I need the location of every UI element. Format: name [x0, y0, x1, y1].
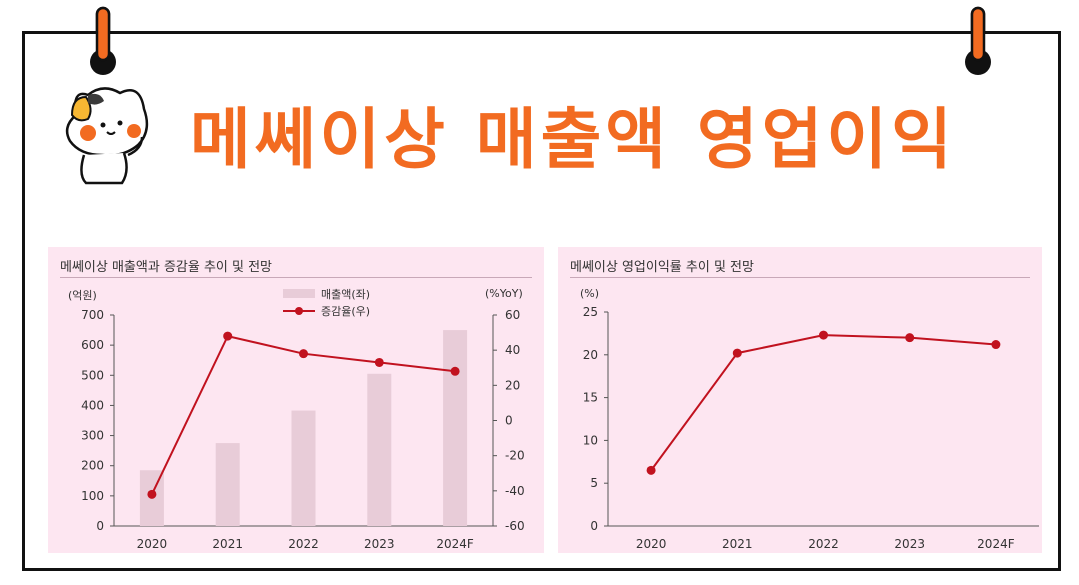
left-tick-label: 500 [81, 368, 104, 382]
margin-point [646, 465, 656, 475]
margin-left-unit: (%) [580, 287, 600, 300]
legend-item-revenue: 매출액(좌) [283, 285, 370, 302]
margin-chart-title: 메쎄이상 영업이익률 추이 및 전망 [570, 260, 754, 275]
revenue-right-unit: (%YoY) [485, 287, 523, 300]
margin-chart-divider [570, 277, 1030, 278]
margin-tick-label: 0 [590, 519, 598, 533]
legend-swatch-line [283, 306, 315, 316]
left-tick-label: 700 [81, 308, 104, 322]
right-tick-label: 20 [505, 378, 520, 392]
margin-point [905, 333, 915, 343]
margin-tick-label: 15 [583, 391, 598, 405]
right-tick-label: -40 [505, 484, 525, 498]
page-title: 메쎄이상 매출액 영업이익 [190, 101, 956, 178]
revenue-chart-divider [60, 277, 532, 278]
growth-point [147, 489, 157, 499]
legend-label-revenue: 매출액(좌) [321, 287, 371, 301]
margin-tick-label: 10 [583, 433, 598, 447]
revenue-chart-svg: 0 100 200 300 400 500 600 700 -60 -40 -20 0 20 40 60 20… [81, 308, 525, 551]
margin-chart-panel: 메쎄이상 영업이익률 추이 및 전망 (%) 0 5 10 15 20 25 2020 202… [558, 247, 1042, 553]
margin-x-tick-label: 2023 [894, 537, 925, 551]
margin-point [732, 348, 742, 358]
left-tick-label: 200 [81, 459, 104, 473]
right-tick-label: 0 [505, 414, 513, 428]
cat-mascot-icon [65, 87, 149, 185]
revenue-bar [443, 330, 468, 526]
margin-chart-svg: 0 5 10 15 20 25 2020 2021 2022 2023 2024F [583, 305, 1039, 551]
x-tick-label: 2024F [436, 537, 474, 551]
revenue-bar [215, 443, 240, 526]
margin-point [991, 340, 1001, 350]
left-tick-label: 0 [96, 519, 104, 533]
left-tick-label: 300 [81, 429, 104, 443]
left-tick-label: 100 [81, 489, 104, 503]
legend-swatch-bar [283, 289, 315, 298]
pushpin-icon-right-front [965, 6, 991, 75]
right-tick-label: -60 [505, 519, 525, 533]
right-tick-label: 60 [505, 308, 520, 322]
right-tick-label: 40 [505, 343, 520, 357]
margin-point [819, 330, 828, 340]
revenue-bar [291, 410, 316, 526]
growth-point [374, 357, 384, 367]
growth-point [223, 331, 233, 341]
legend-label-growth: 증감율(우) [321, 304, 371, 318]
pushpin-icon-left-front [90, 6, 116, 75]
revenue-chart-panel: 메쎄이상 매출액과 증감율 추이 및 전망 (억원) (%YoY) 매출액(좌)… [48, 247, 544, 553]
x-tick-label: 2020 [137, 537, 168, 551]
legend-item-growth: 증감율(우) [283, 302, 370, 319]
right-tick-label: -20 [505, 449, 525, 463]
left-tick-label: 400 [81, 398, 104, 412]
margin-line [650, 334, 996, 471]
x-tick-label: 2023 [364, 537, 395, 551]
growth-point [299, 349, 308, 359]
revenue-chart-title: 메쎄이상 매출액과 증감율 추이 및 전망 [60, 260, 273, 275]
x-tick-label: 2022 [288, 537, 319, 551]
revenue-legend: 매출액(좌) 증감율(우) [283, 285, 370, 319]
margin-tick-label: 25 [583, 305, 598, 319]
margin-x-tick-label: 2022 [808, 537, 839, 551]
growth-point [450, 366, 460, 376]
margin-x-tick-label: 2024F [977, 537, 1015, 551]
revenue-bar [367, 373, 392, 526]
left-tick-label: 600 [81, 338, 104, 352]
revenue-left-unit: (억원) [68, 289, 97, 302]
margin-x-tick-label: 2021 [722, 537, 753, 551]
margin-tick-label: 5 [590, 476, 598, 490]
x-tick-label: 2021 [212, 537, 243, 551]
margin-x-tick-label: 2020 [636, 537, 667, 551]
margin-tick-label: 20 [583, 348, 598, 362]
